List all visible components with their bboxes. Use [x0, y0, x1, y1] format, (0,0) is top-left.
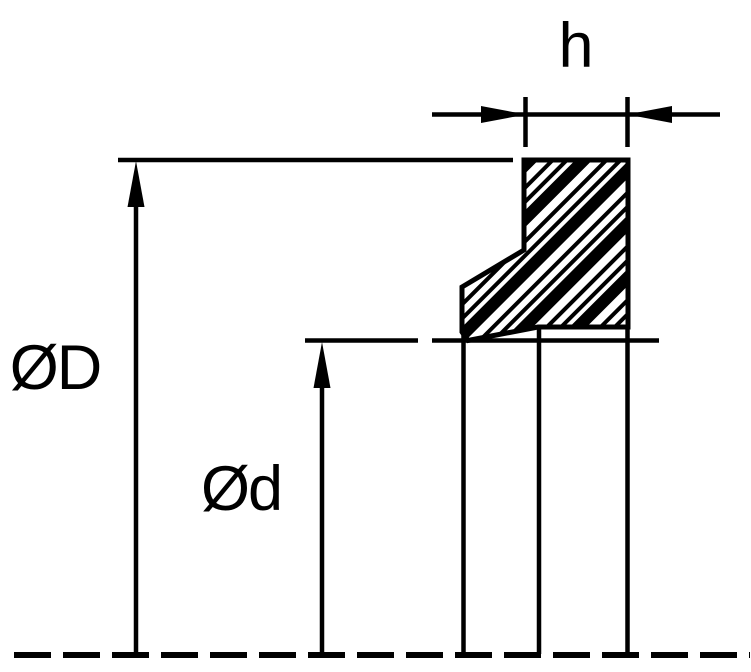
inner-diameter-arrowhead-icon [313, 342, 331, 388]
dimension-height: h [432, 11, 720, 147]
outer-diameter-label: ØD [10, 333, 101, 403]
dimension-outer-diameter: ØD [10, 157, 513, 654]
height-arrowhead-right-icon [627, 106, 672, 123]
inner-diameter-label: Ød [201, 454, 281, 524]
dimension-inner-diameter: Ød [201, 338, 659, 654]
outer-diameter-arrowhead-icon [127, 161, 145, 207]
seal-cross-section [459, 157, 631, 344]
height-arrowhead-left-icon [481, 106, 526, 123]
height-label: h [558, 11, 591, 81]
seal-profile-shape [459, 157, 631, 344]
